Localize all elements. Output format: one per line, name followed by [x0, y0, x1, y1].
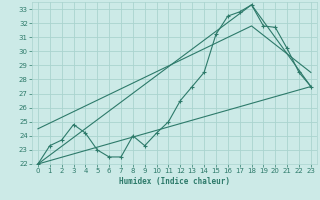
X-axis label: Humidex (Indice chaleur): Humidex (Indice chaleur) — [119, 177, 230, 186]
